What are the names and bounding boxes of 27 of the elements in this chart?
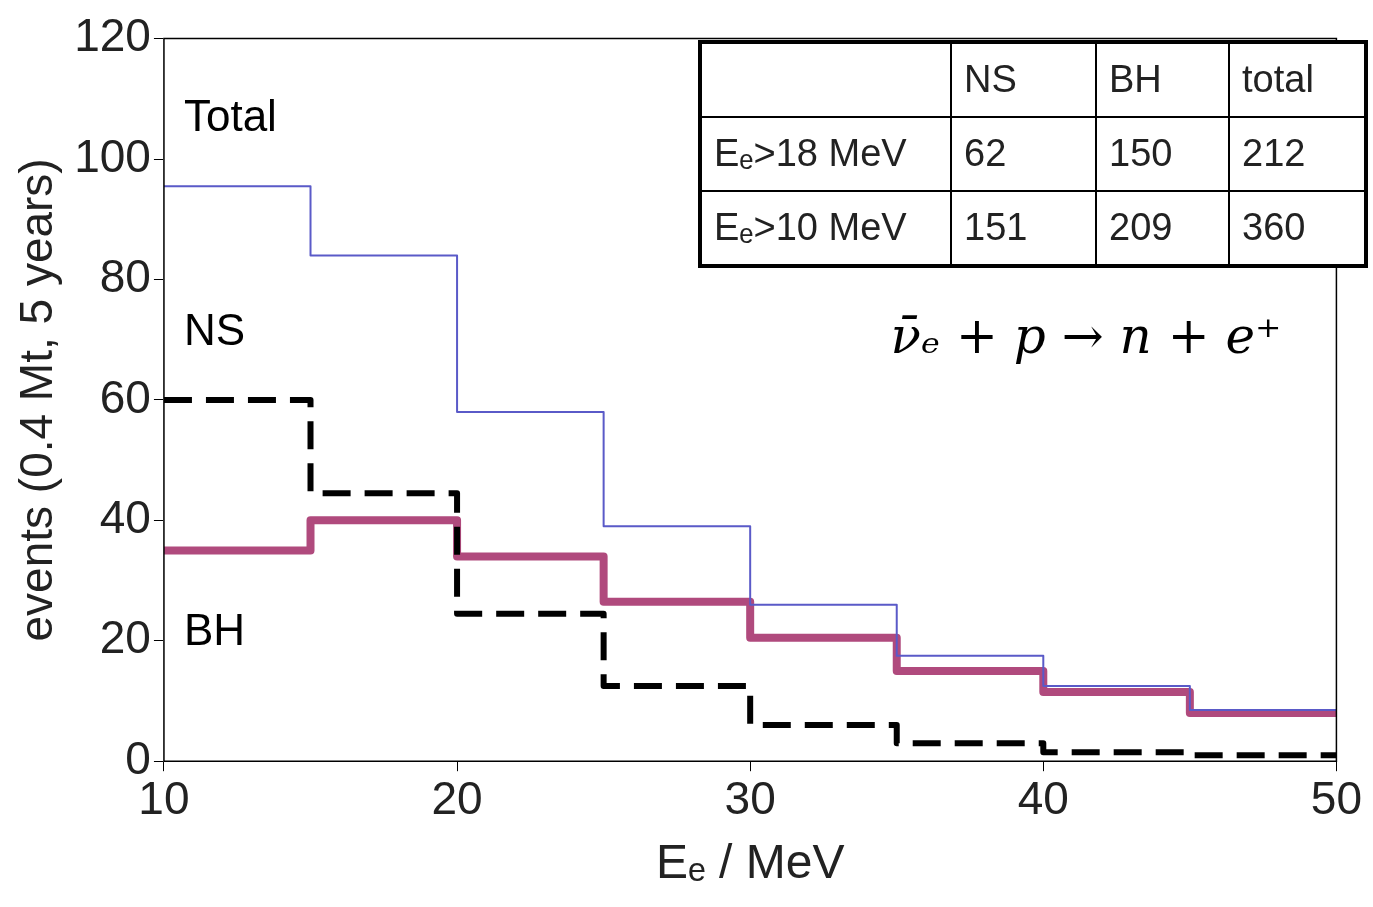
- annotation: 360: [1241, 205, 1307, 250]
- annotation: Eₑ>10 MeV: [702, 192, 952, 264]
- annotation: Eₑ>18 MeV: [702, 118, 952, 192]
- annotation: 150: [1097, 118, 1230, 192]
- annotation: 62: [952, 118, 1097, 192]
- annotation: total: [1230, 44, 1364, 118]
- annotation: NS: [952, 44, 1097, 118]
- x-axis-title: Eₑ / MeV: [655, 835, 845, 889]
- x-tick-label: 20: [431, 772, 483, 825]
- annotation: 209: [1097, 192, 1230, 264]
- y-tick-label: 120: [74, 9, 151, 62]
- x-tick-label: 30: [724, 772, 776, 825]
- annotation: ν̄ₑ + p → n + e⁺: [890, 306, 1282, 365]
- y-tick-label: 60: [99, 370, 151, 423]
- x-tick-label: 50: [1310, 772, 1362, 825]
- series-label: BH: [183, 604, 246, 654]
- series-label: Total: [183, 91, 277, 141]
- series-label: NS: [183, 305, 246, 355]
- y-tick-label: 100: [74, 129, 151, 182]
- x-tick-label: 40: [1017, 772, 1069, 825]
- y-tick-label: 40: [99, 491, 151, 544]
- annotation: 151: [952, 192, 1097, 264]
- y-tick-label: 20: [99, 611, 151, 664]
- y-axis-title: events (0.4 Mt, 5 years): [10, 158, 63, 642]
- annotation: 212: [1230, 118, 1364, 192]
- y-tick-label: 80: [99, 250, 151, 303]
- annotation: BH: [1097, 44, 1230, 118]
